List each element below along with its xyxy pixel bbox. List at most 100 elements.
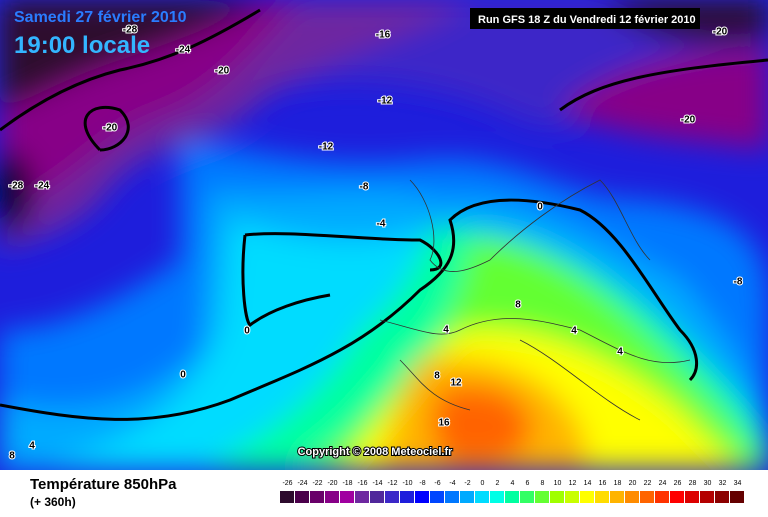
time-title: 19:00 locale [14,32,150,59]
contour-label: -24 [176,45,191,56]
color-box [700,491,714,503]
contour-label: -28 [123,25,138,36]
scale-label: 14 [584,480,592,487]
run-info: Run GFS 18 Z du Vendredi 12 février 2010 [478,14,696,26]
color-box [565,491,579,503]
scale-label: -16 [357,480,367,487]
scale-label: 6 [526,480,530,487]
scale-label: 22 [644,480,652,487]
contour-label: -20 [713,27,728,38]
color-box [670,491,684,503]
color-box [385,491,399,503]
color-box [625,491,639,503]
scale-label: -20 [327,480,337,487]
contour-label: -20 [103,123,118,134]
scale-label: 8 [541,480,545,487]
contour-label: 0 [180,370,186,381]
scale-label: -10 [402,480,412,487]
contour-label: -20 [215,66,230,77]
run-box [470,8,700,29]
color-box [580,491,594,503]
scale-label: 0 [481,480,485,487]
scale-label: 12 [569,480,577,487]
contour-label: -12 [378,96,393,107]
color-box [535,491,549,503]
date-title: Samedi 27 février 2010 [14,9,187,26]
color-box [520,491,534,503]
color-scale: -26 -24 -22 -20 -18 -16 -14 -12 -10 -8 -6 -4 -2 0 2 4 6 8… [280,480,744,503]
color-box [355,491,369,503]
scale-label: 10 [554,480,562,487]
color-box [280,491,294,503]
contour-label: 0 [537,202,543,213]
color-box [340,491,354,503]
color-box [505,491,519,503]
scale-label: -26 [282,480,292,487]
contour-label: 4 [617,347,623,358]
contour-label: 0 [244,326,250,337]
contour-label: -20 [681,115,696,126]
temperature-field [0,0,768,470]
coastlines [379,179,691,421]
scale-label: -22 [312,480,322,487]
color-box [400,491,414,503]
scale-label: -24 [297,480,307,487]
legend-title: Température 850hPa [30,476,177,493]
color-box [490,491,504,503]
scale-label: 18 [614,480,622,487]
scale-label: -8 [419,480,425,487]
scale-label: 2 [496,480,500,487]
scale-label: -18 [342,480,352,487]
color-box [295,491,309,503]
color-box [310,491,324,503]
scale-label: -12 [387,480,397,487]
color-box [550,491,564,503]
copyright: Copyright © 2008 Meteociel.fr [298,446,454,458]
scale-label: -6 [434,480,440,487]
scale-label: 30 [704,480,712,487]
contour-label: -8 [360,182,369,193]
color-box [475,491,489,503]
color-box [460,491,474,503]
color-box [655,491,669,503]
contour-label: 4 [571,326,577,337]
color-box [370,491,384,503]
color-box [325,491,339,503]
contour-labels: -28 -24 -20 -16 -12 -12 -20 -28 -24 -8 -4 0 0 0 -20 -20… [8,24,744,463]
color-box [640,491,654,503]
color-box [730,491,744,503]
color-box [595,491,609,503]
scale-label: 32 [719,480,727,487]
contour-label: -8 [734,277,743,288]
color-box [445,491,459,503]
contour-label: 8 [515,300,521,311]
scale-label: -2 [464,480,470,487]
color-box [415,491,429,503]
contour-label: 8 [434,371,440,382]
scale-label: -4 [449,480,455,487]
contour-label: 8 [9,451,15,462]
contour-label: 16 [438,418,450,429]
contour-label: 4 [29,441,35,452]
scale-label: 16 [599,480,607,487]
isotherms [0,8,768,421]
contour-label: -24 [35,181,50,192]
scale-label: 26 [674,480,682,487]
legend-subtitle: (+ 360h) [30,495,76,509]
scale-label: -14 [372,480,382,487]
scale-label: 20 [629,480,637,487]
scale-label: 28 [689,480,697,487]
scale-label: 34 [734,480,742,487]
color-box [430,491,444,503]
contour-label: -28 [9,181,24,192]
contour-label: -16 [376,30,391,41]
color-box [610,491,624,503]
contour-label: -4 [377,219,386,230]
color-box [685,491,699,503]
contour-label: 12 [450,378,462,389]
scale-label: 4 [511,480,515,487]
scale-label: 24 [659,480,667,487]
contour-label: 4 [443,325,449,336]
contour-label: -12 [319,142,334,153]
